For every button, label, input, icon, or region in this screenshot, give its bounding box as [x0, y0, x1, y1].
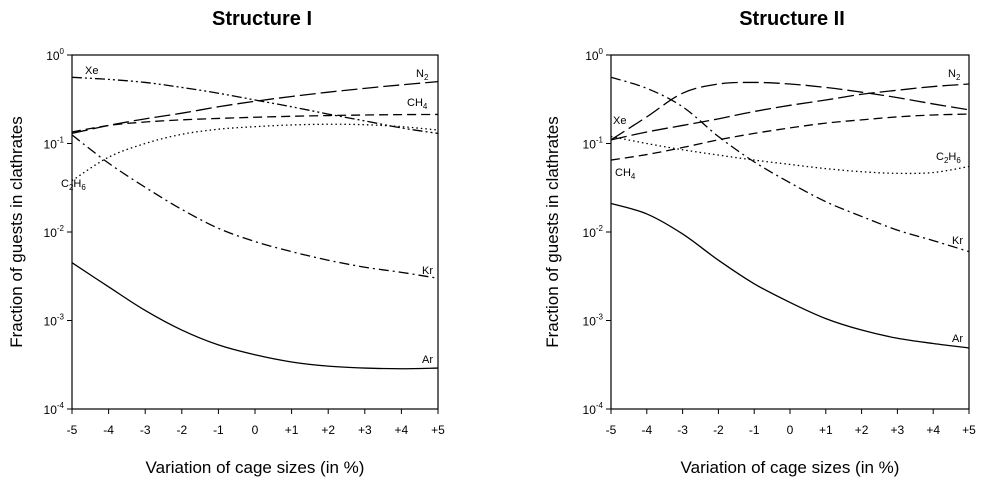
series-label-ar: Ar [952, 333, 963, 345]
series-line-c2h6 [610, 135, 970, 175]
series-line-n2 [610, 83, 970, 141]
y-tick-label: 100 [585, 47, 603, 63]
series-label-ch4: CH4 [407, 97, 428, 111]
series-line-kr [71, 134, 439, 279]
y-tick-label: 10-3 [583, 313, 604, 329]
series-label-kr: Kr [952, 235, 963, 247]
chart-title: Structure II [739, 8, 845, 30]
x-tick-label: -4 [103, 423, 114, 437]
series-line-c2h6 [71, 123, 439, 182]
series-label-ar: Ar [422, 354, 433, 366]
series-line-n2 [71, 80, 439, 135]
x-tick-label: +2 [855, 423, 869, 437]
series-label-n2: N2 [416, 68, 429, 82]
series-line-ch4 [71, 113, 439, 133]
y-tick-label: 10-4 [583, 401, 604, 417]
x-tick-label: -2 [176, 423, 187, 437]
x-tick-label: -3 [677, 423, 688, 437]
y-tick-label: 10-2 [44, 224, 65, 240]
x-tick-label: -1 [749, 423, 760, 437]
series-line-ar [610, 202, 970, 349]
x-tick-label: +5 [431, 423, 445, 437]
y-tick-label: 10-1 [583, 136, 604, 152]
x-tick-label: -2 [713, 423, 724, 437]
x-tick-label: +1 [819, 423, 833, 437]
x-tick-label: -5 [606, 423, 617, 437]
series-label-n2: N2 [948, 68, 961, 82]
panel-1: Structure I -5 -4 -3 -2 -1 0 +1 +2 +3 +4 +5 100 10-1 1… [7, 8, 445, 477]
series-line-kr [610, 76, 970, 253]
series-label-ch4: CH4 [615, 167, 636, 181]
series-line-xe [71, 76, 439, 135]
series-line-ch4 [610, 113, 970, 161]
x-tick-label: +4 [395, 423, 409, 437]
x-axis-label: Variation of cage sizes (in %) [681, 458, 900, 477]
x-tick-label: +4 [926, 423, 940, 437]
y-tick-label: 10-3 [44, 313, 65, 329]
plot-frame [610, 54, 970, 410]
series-label-kr: Kr [422, 265, 433, 277]
x-tick-label: +2 [321, 423, 335, 437]
series-label-xe: Xe [613, 115, 626, 127]
series-line-xe [610, 81, 970, 141]
y-tick-label: 10-1 [44, 136, 65, 152]
x-tick-label: 0 [787, 423, 794, 437]
x-tick-label: +5 [962, 423, 976, 437]
x-tick-label: -3 [140, 423, 151, 437]
series-label-c2h6: C2H6 [936, 151, 961, 165]
y-axis-label: Fraction of guests in clathrates [543, 116, 562, 348]
chart-title: Structure I [212, 8, 312, 30]
panel-2: Structure II -5 -4 -3 -2 -1 0 +1 +2 +3 +4 +5 100 10-1… [543, 8, 976, 477]
series-line-ar [71, 262, 439, 370]
x-tick-label: -4 [641, 423, 652, 437]
x-tick-label: +3 [891, 423, 905, 437]
x-tick-label: +1 [285, 423, 299, 437]
x-tick-label: 0 [252, 423, 259, 437]
x-tick-label: -5 [67, 423, 78, 437]
x-axis-label: Variation of cage sizes (in %) [146, 458, 365, 477]
x-tick-label: +3 [358, 423, 372, 437]
y-axis-label: Fraction of guests in clathrates [7, 116, 26, 348]
y-tick-label: 10-2 [583, 224, 604, 240]
x-tick-label: -1 [213, 423, 224, 437]
y-tick-label: 10-4 [44, 401, 65, 417]
y-tick-label: 100 [46, 47, 64, 63]
series-label-c2h6: C2H6 [61, 178, 86, 192]
series-label-xe: Xe [85, 65, 98, 77]
plot-frame [71, 54, 439, 410]
